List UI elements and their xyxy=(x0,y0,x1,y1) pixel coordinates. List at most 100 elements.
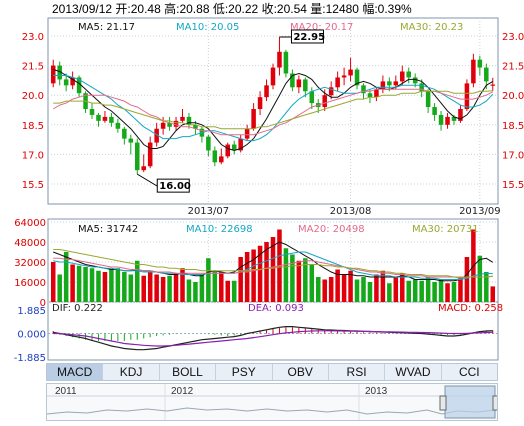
volume-bar xyxy=(128,274,134,302)
volume-tick-label: 16000 xyxy=(14,278,46,289)
candle-body xyxy=(70,77,75,86)
navigator-year-2013: 2013 xyxy=(365,386,388,397)
volume-bar xyxy=(244,252,250,302)
candle-body xyxy=(264,85,269,98)
volume-ma10-line xyxy=(53,251,493,280)
macd-legend-macd: MACD: 0.258 xyxy=(438,303,503,314)
price-tick-label-left: 23.0 xyxy=(22,32,44,43)
volume-bar xyxy=(160,277,166,302)
volume-bar xyxy=(458,277,463,302)
vol-legend-ma20: MA20: 20498 xyxy=(298,224,365,235)
volume-tick-label: 48000 xyxy=(14,238,46,249)
tab-obv[interactable]: OBV xyxy=(273,364,329,380)
high-callout: 22.95 xyxy=(279,29,325,44)
candle-body xyxy=(477,59,483,68)
candle-body xyxy=(109,116,114,123)
macd-tick-label: -1.885 xyxy=(14,353,46,364)
volume-bar xyxy=(238,257,243,302)
navigator-handle-left[interactable] xyxy=(439,395,447,411)
vol-legend-ma5: MA5: 31742 xyxy=(78,224,138,235)
legend-ma5: MA5: 21.17 xyxy=(78,22,135,33)
candle-body xyxy=(173,120,179,127)
volume-bar xyxy=(367,282,373,302)
navigator-handle-right[interactable] xyxy=(492,395,497,411)
tab-wvad[interactable]: WVAD xyxy=(385,364,442,380)
volume-bar xyxy=(122,272,127,302)
candle-body xyxy=(341,75,347,78)
candle-body xyxy=(57,65,62,80)
tab-kdj[interactable]: KDJ xyxy=(103,364,160,380)
legend-ma10: MA10: 20.05 xyxy=(176,22,239,33)
volume-bar xyxy=(438,279,444,302)
volume-bar xyxy=(147,272,153,302)
low-callout-leader xyxy=(137,173,158,187)
volume-bar xyxy=(400,273,405,302)
candle-body xyxy=(484,67,489,82)
candle-body xyxy=(380,81,386,90)
candle-body xyxy=(354,69,360,86)
vol-legend-ma30: MA30: 20731 xyxy=(412,224,479,235)
price-tick-label-left: 21.5 xyxy=(22,62,44,73)
candle-body xyxy=(206,136,211,151)
candle-body xyxy=(387,81,392,86)
candle-body xyxy=(63,79,69,86)
volume-bar xyxy=(102,272,108,302)
quote-high: 高:20.88 xyxy=(164,2,210,16)
volume-tick-label: 0 xyxy=(40,298,46,309)
candle-body xyxy=(89,109,95,115)
volume-bar xyxy=(328,277,334,302)
candle-body xyxy=(328,87,334,96)
candle-body xyxy=(147,142,153,167)
volume-bar xyxy=(425,277,431,302)
volume-bar xyxy=(315,277,321,302)
legend-ma30: MA30: 20.23 xyxy=(400,22,463,33)
volume-bar xyxy=(451,282,457,302)
volume-bar xyxy=(115,268,121,302)
range-navigator[interactable]: 2011 2012 2013 xyxy=(46,383,498,421)
macd-lines xyxy=(53,326,493,351)
quote-low: 低:20.22 xyxy=(212,2,259,16)
tab-boll[interactable]: BOLL xyxy=(160,364,217,380)
volume-bar xyxy=(335,269,340,302)
volume-bar xyxy=(141,275,146,302)
volume-bar xyxy=(180,268,185,302)
candle-body xyxy=(180,116,185,121)
volume-bar xyxy=(83,267,88,302)
tab-macd[interactable]: MACD xyxy=(47,364,104,380)
navigator-price-trace xyxy=(47,407,496,415)
candle-body xyxy=(160,122,166,129)
volume-bar xyxy=(464,257,470,302)
navigator-selection[interactable] xyxy=(444,385,496,419)
candle-body xyxy=(219,156,224,163)
x-tick-label: 2013/08 xyxy=(330,206,372,217)
quote-open: 开:20.48 xyxy=(115,2,161,16)
candle-body xyxy=(432,107,437,115)
candle-body xyxy=(102,116,108,121)
price-ma-lines xyxy=(52,69,494,152)
candle-body xyxy=(419,83,424,92)
tab-psy[interactable]: PSY xyxy=(216,364,273,380)
tab-cci[interactable]: CCI xyxy=(458,365,480,379)
candle-body xyxy=(283,51,289,74)
price-ma5-line xyxy=(53,69,494,152)
candle-body xyxy=(425,91,431,108)
volume-tick-label: 32000 xyxy=(14,258,46,269)
candle-body xyxy=(96,114,101,121)
candle-body xyxy=(445,116,450,125)
volume-bar xyxy=(309,264,315,302)
low-callout-value: 16.00 xyxy=(159,181,191,192)
volume-bar xyxy=(193,282,198,302)
volume-bar xyxy=(445,283,450,302)
candle-body xyxy=(406,71,412,78)
candle-body xyxy=(348,69,353,76)
price-panel[interactable] xyxy=(47,17,499,205)
volume-bar xyxy=(57,274,62,302)
candle-body xyxy=(193,124,198,129)
volume-legend: MA5: 31742 MA10: 22698 MA20: 20498 MA30:… xyxy=(78,224,479,235)
volume-bar xyxy=(296,260,302,302)
volume-bar xyxy=(173,273,179,302)
price-tick-label-right: 18.5 xyxy=(502,121,524,132)
candle-body xyxy=(374,89,379,98)
tab-rsi[interactable]: RSI xyxy=(329,364,386,380)
